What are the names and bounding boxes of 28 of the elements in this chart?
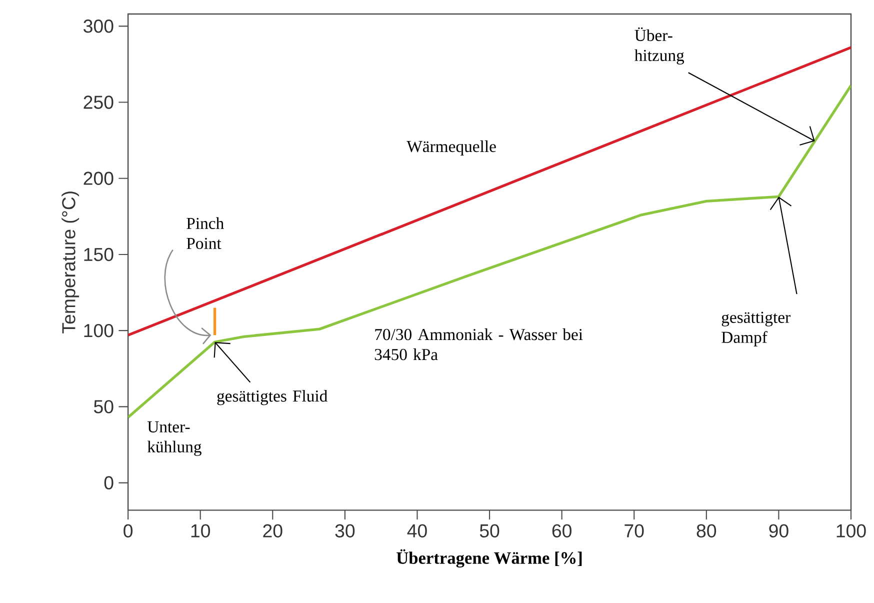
x-tick-label: 90 (769, 524, 788, 538)
y-tick-label: 250 (84, 96, 114, 109)
annotation: gesättigtes Fluid (217, 390, 328, 406)
y-tick-label: 300 (84, 19, 114, 33)
y-axis-title: Temperature (°C) (62, 191, 80, 334)
annotation: gesättigter Dampf (722, 312, 790, 346)
y-tick-label: 100 (84, 324, 114, 338)
x-tick-label: 60 (552, 524, 572, 538)
x-tick-label: 50 (480, 524, 500, 538)
y-tick-label: 50 (94, 400, 114, 414)
x-tick-label: 40 (407, 524, 427, 538)
annotation: Über-hitzung (634, 27, 684, 64)
x-tick-label: 100 (836, 524, 866, 538)
x-tick-label: 10 (191, 524, 210, 538)
annotation: 70/30 Ammoniak - Wasser bei 3450 kPa (374, 328, 583, 360)
y-tick-label: 0 (104, 476, 114, 490)
x-tick-label: 30 (335, 524, 355, 538)
x-tick-label: 70 (624, 524, 644, 538)
x-axis-title: Übertragene Wärme [%] (396, 549, 582, 568)
line-series (128, 84, 851, 419)
annotation: Wärmequelle (406, 140, 496, 156)
x-tick-label: 0 (124, 524, 133, 538)
y-tick-label: 200 (84, 172, 114, 185)
annotation: Unter-kühlung (147, 421, 202, 456)
annotation: Pinch Point (186, 217, 224, 249)
x-tick-label: 80 (696, 524, 716, 538)
x-tick-label: 20 (263, 524, 282, 538)
y-tick-label: 150 (84, 248, 114, 261)
